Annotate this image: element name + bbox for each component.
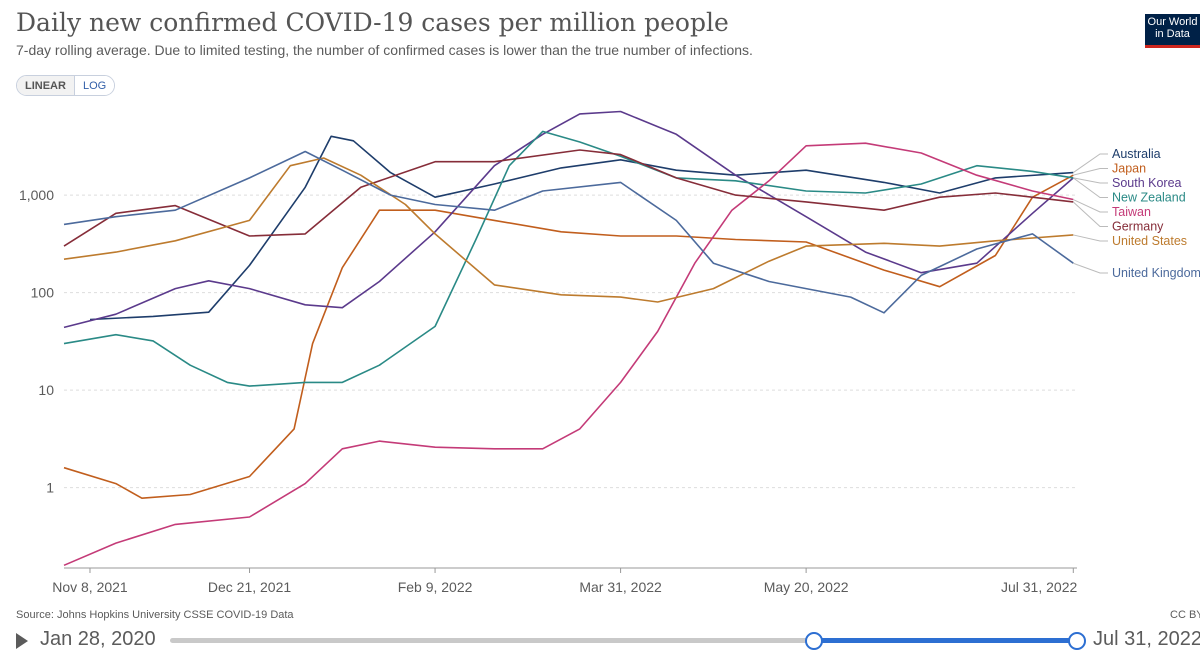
license-link[interactable]: CC BY xyxy=(1170,609,1200,621)
y-tick-label: 100 xyxy=(31,285,55,301)
series-line-japan xyxy=(63,174,1074,499)
label-connector xyxy=(1073,153,1108,173)
y-tick-label: 1 xyxy=(46,480,54,496)
y-axis: 1 10 100 1,000 xyxy=(19,187,54,496)
x-tick-label: Mar 31, 2022 xyxy=(579,579,662,595)
x-tick-label: Feb 9, 2022 xyxy=(398,579,473,595)
label-connector xyxy=(1073,199,1108,213)
label-connector xyxy=(1072,201,1108,227)
log-scale-button[interactable]: LOG xyxy=(73,76,115,95)
series-line-australia xyxy=(89,135,1074,321)
label-connector xyxy=(1072,177,1108,198)
play-icon[interactable] xyxy=(16,633,28,649)
timeline-start-date: Jan 28, 2020 xyxy=(40,628,156,650)
y-tick-label: 10 xyxy=(38,382,54,398)
label-connector xyxy=(1073,177,1108,184)
gridlines xyxy=(64,194,1077,489)
series-label-germany: Germany xyxy=(1112,220,1164,234)
linear-scale-button[interactable]: LINEAR xyxy=(17,76,74,95)
timeline-slider: Jan 28, 2020 Jul 31, 2022 xyxy=(0,626,1200,655)
chart-title: Daily new confirmed COVID-19 cases per m… xyxy=(16,8,729,37)
scale-toggle: LINEAR LOG xyxy=(16,75,116,96)
series-label-united-kingdom: United Kingdom xyxy=(1112,266,1200,280)
x-tick-label: Dec 21, 2021 xyxy=(208,579,291,595)
series-line-united-states xyxy=(63,157,1074,303)
series-label-taiwan: Taiwan xyxy=(1112,205,1151,219)
series-line-south-korea xyxy=(63,110,1074,329)
source-note: Source: Johns Hopkins University CSSE CO… xyxy=(16,609,294,621)
timeline-start-handle[interactable] xyxy=(805,632,824,650)
timeline-selected-range xyxy=(813,638,1076,643)
timeline-end-date: Jul 31, 2022 xyxy=(1093,628,1200,650)
series-line-taiwan xyxy=(63,142,1074,567)
series-label-united-states: United States xyxy=(1112,234,1187,248)
series-line-united-kingdom xyxy=(63,150,1074,314)
series-label-south-korea: South Korea xyxy=(1112,176,1182,190)
series-label-japan: Japan xyxy=(1112,162,1146,176)
label-connector xyxy=(1073,234,1108,242)
x-tick-label: Jul 31, 2022 xyxy=(1001,579,1077,595)
label-connector xyxy=(1073,262,1108,274)
line-chart: 1 10 100 1,000 Nov 8, 2021 Dec 21, 2021 Feb 9… xyxy=(19,110,1200,595)
series-line-new-zealand xyxy=(63,130,1074,387)
timeline-end-handle[interactable] xyxy=(1068,632,1086,650)
chart-subtitle: 7-day rolling average. Due to limited te… xyxy=(16,42,753,58)
series-lines xyxy=(63,110,1074,567)
logo-line-2: in Data xyxy=(1155,28,1190,40)
owid-logo[interactable]: Our World in Data xyxy=(1145,14,1200,48)
series-label-new-zealand: New Zealand xyxy=(1112,191,1186,205)
timeline-track[interactable] xyxy=(170,632,1086,650)
series-line-germany xyxy=(63,149,1074,247)
x-tick-label: May 20, 2022 xyxy=(764,579,849,595)
series-label-australia: Australia xyxy=(1112,147,1161,161)
x-axis: Nov 8, 2021 Dec 21, 2021 Feb 9, 2022 Mar 31… xyxy=(52,567,1077,595)
y-tick-label: 1,000 xyxy=(19,187,54,203)
x-tick-label: Nov 8, 2021 xyxy=(52,579,128,595)
label-connector xyxy=(1073,168,1108,176)
logo-line-1: Our World xyxy=(1147,16,1198,28)
